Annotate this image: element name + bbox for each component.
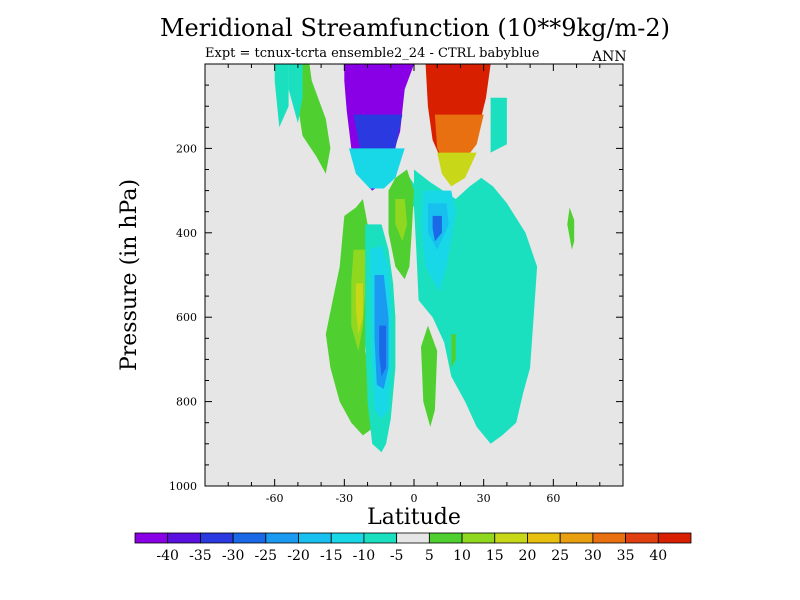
colorbar-swatch: [167, 532, 201, 544]
colorbar-swatch: [625, 532, 659, 544]
colorbar-swatch: [428, 532, 463, 544]
colorbar-swatch: [527, 532, 561, 544]
axis-ticks: [204, 63, 624, 487]
colorbar-label: 15: [486, 548, 504, 564]
contour-region-3: [274, 64, 289, 128]
contour-region-15: [432, 215, 442, 242]
colorbar-label: -20: [287, 548, 310, 564]
season-label: ANN: [592, 49, 627, 65]
contour-region-22: [379, 325, 387, 377]
contour-region-27: [567, 207, 575, 250]
colorbar: -40 -35 -30 -25 -20 -15 -10 -5 5 10 15 20 25 30 35 40: [134, 532, 692, 564]
x-axis-label: Latitude: [367, 505, 461, 530]
x-tick-label: -30: [335, 492, 353, 505]
plot-background: [205, 64, 623, 486]
x-tick-label: 0: [411, 492, 418, 505]
colorbar-swatch: [298, 532, 332, 544]
colorbar-label: 40: [649, 548, 667, 564]
contour-region-26: [451, 334, 456, 368]
contour-regions: [274, 64, 575, 453]
colorbar-label: -30: [222, 548, 245, 564]
colorbar-swatch: [559, 532, 594, 544]
colorbar-swatch: [657, 532, 692, 544]
colorbar-label: -5: [390, 548, 404, 564]
chart-title: Meridional Streamfunction (10**9kg/m-2): [159, 14, 671, 42]
chart-subtitle: Expt = tcnux-tcrta ensemble2_24 - CTRL b…: [205, 46, 540, 61]
colorbar-label: -25: [255, 548, 278, 564]
contour-region-24: [395, 199, 407, 242]
y-tick-label: 800: [176, 396, 197, 409]
colorbar-label: 30: [584, 548, 602, 564]
contour-region-25: [421, 325, 438, 427]
y-axis-label: Pressure (in hPa): [117, 179, 142, 371]
colorbar-swatch: [592, 532, 626, 544]
y-tick-label: 200: [176, 142, 197, 155]
colorbar-label: 20: [519, 548, 537, 564]
colorbar-swatch: [200, 532, 234, 544]
colorbar-label: 35: [617, 548, 635, 564]
colorbar-label: -35: [189, 548, 212, 564]
colorbar-swatch: [363, 532, 398, 544]
colorbar-label: 10: [453, 548, 471, 564]
colorbar-swatch: [265, 532, 299, 544]
colorbar-swatch: [232, 532, 267, 544]
colorbar-label: -40: [156, 548, 179, 564]
colorbar-label: -10: [353, 548, 376, 564]
colorbar-swatch: [396, 532, 430, 544]
x-tick-label: -60: [266, 492, 284, 505]
axis-tick-labels: -60 -30 0 30 60 200 400 600 800 1000: [169, 142, 560, 505]
x-tick-label: 60: [546, 492, 560, 505]
colorbar-label: 5: [425, 548, 434, 564]
x-tick-label: 30: [477, 492, 491, 505]
colorbar-swatch: [134, 532, 169, 544]
contour-region-12: [490, 97, 507, 153]
colorbar-swatch: [330, 532, 365, 544]
contour-region-9: [437, 152, 477, 187]
contour-region-18: [355, 283, 363, 335]
colorbar-swatch: [461, 532, 496, 544]
colorbar-label: 25: [551, 548, 569, 564]
y-tick-label: 600: [176, 311, 197, 324]
y-tick-label: 400: [176, 227, 197, 240]
contour-region-6: [349, 148, 405, 189]
y-tick-label: 1000: [169, 480, 197, 493]
contour-region-1: [288, 64, 303, 124]
colorbar-label: -15: [320, 548, 343, 564]
colorbar-swatch: [494, 532, 528, 544]
